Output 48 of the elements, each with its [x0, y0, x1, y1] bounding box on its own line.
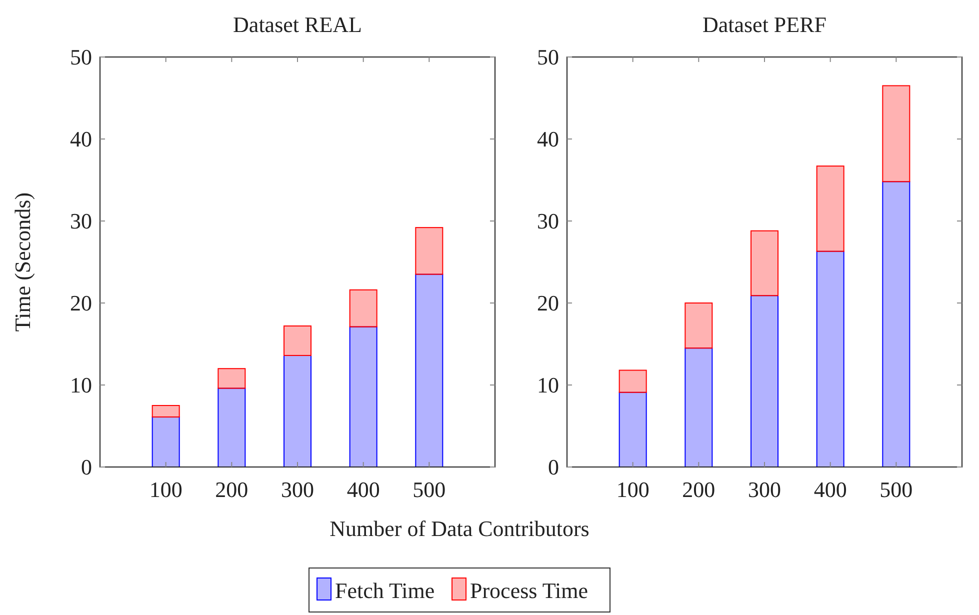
- y-axis-title: Time (Seconds): [10, 192, 35, 332]
- bar: [750, 230, 778, 296]
- chart-title: Dataset PERF: [702, 12, 827, 37]
- bar: [218, 388, 246, 468]
- x-tick-label: 300: [748, 477, 781, 502]
- y-tick-label: 20: [537, 290, 559, 316]
- x-tick-label: 200: [682, 477, 716, 502]
- x-tick-label: 100: [616, 477, 650, 502]
- y-tick-label: 20: [70, 290, 92, 316]
- bar: [816, 166, 844, 252]
- bar: [349, 289, 378, 328]
- chart-title: Dataset REAL: [233, 12, 362, 37]
- bar: [284, 354, 312, 468]
- y-tick-label: 0: [81, 454, 92, 480]
- y-tick-label: 50: [537, 44, 559, 70]
- y-tick-label: 40: [537, 126, 559, 152]
- y-tick-label: 0: [548, 454, 559, 480]
- x-tick-label: 200: [215, 477, 248, 502]
- legend-label: Fetch Time: [335, 578, 435, 603]
- x-tick-label: 400: [346, 477, 380, 502]
- bar: [152, 416, 180, 468]
- y-tick-label: 30: [70, 208, 92, 234]
- bar: [618, 370, 647, 393]
- bar: [882, 181, 910, 468]
- x-tick-label: 100: [149, 477, 182, 502]
- bar: [618, 392, 647, 468]
- y-tick-label: 30: [537, 208, 559, 234]
- x-axis-title: Number of Data Contributors: [330, 516, 590, 541]
- bar: [750, 295, 778, 468]
- bar: [684, 302, 713, 349]
- y-tick-label: 40: [70, 126, 92, 152]
- bar: [816, 250, 844, 468]
- bar: [349, 326, 378, 468]
- x-tick-label: 500: [880, 477, 913, 502]
- y-tick-label: 50: [70, 44, 92, 70]
- x-tick-label: 300: [281, 477, 314, 502]
- x-tick-label: 500: [412, 477, 446, 502]
- x-tick-label: 400: [814, 477, 847, 502]
- bar: [415, 227, 444, 275]
- bar: [152, 405, 180, 418]
- bar: [415, 274, 444, 468]
- legend-label: Process Time: [470, 578, 588, 603]
- bar: [218, 368, 246, 389]
- bar: [284, 325, 312, 356]
- bar: [882, 85, 910, 182]
- y-tick-label: 10: [537, 372, 559, 398]
- bar: [684, 348, 713, 468]
- y-tick-label: 10: [70, 372, 92, 398]
